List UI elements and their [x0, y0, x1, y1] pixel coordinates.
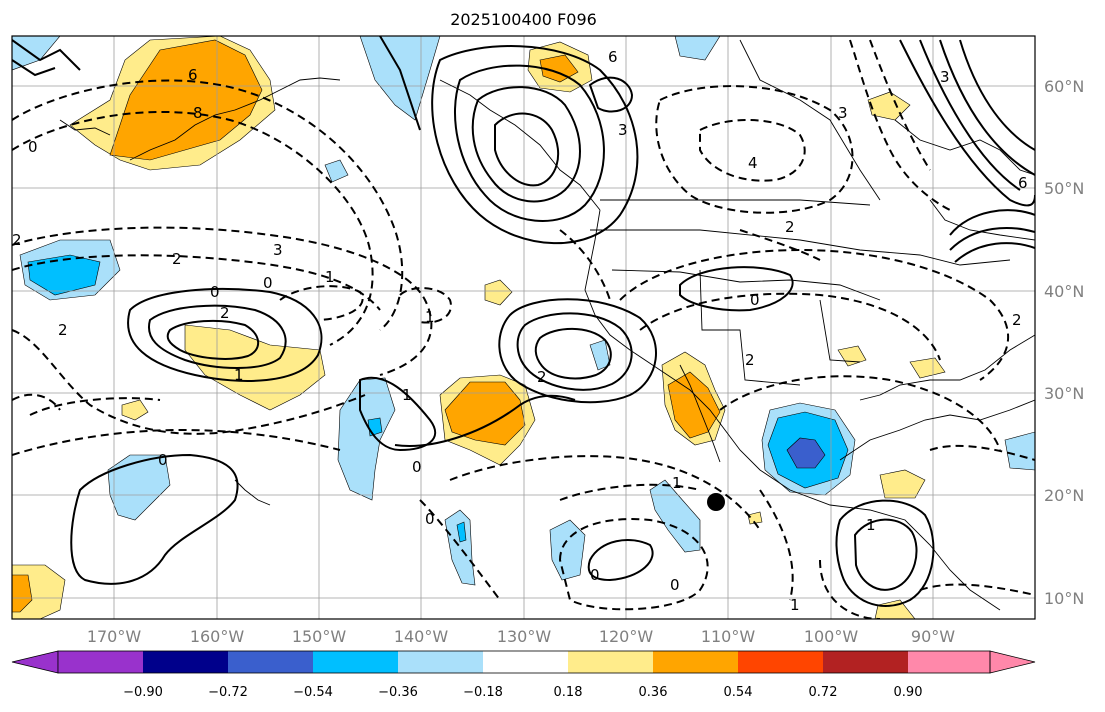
- colorbar-segment: [313, 651, 398, 673]
- contour-label: 3: [838, 104, 848, 122]
- lon-label: 100°W: [804, 627, 859, 646]
- coastlines: [59, 39, 1035, 611]
- contour-label: 8: [193, 104, 203, 122]
- field-subtropical-negative: [337, 377, 396, 501]
- colorbar-tick: 0.72: [809, 685, 838, 700]
- colorbar-segment: [143, 651, 228, 673]
- lat-label: 40°N: [1044, 282, 1084, 301]
- lon-label: 120°W: [599, 627, 654, 646]
- field-mexico-negative-core: [786, 437, 826, 469]
- colorbar-segment: [568, 651, 653, 673]
- lon-label: 150°W: [292, 627, 347, 646]
- map-title: 2025100400 F096: [450, 10, 597, 29]
- colorbar-segment: [908, 651, 990, 673]
- contour-label: 1: [325, 268, 335, 286]
- contour-label: 0: [28, 138, 38, 156]
- lon-label: 160°W: [190, 627, 245, 646]
- graticule: [12, 36, 1035, 619]
- contour-label: 6: [608, 48, 618, 66]
- lat-label: 10°N: [1044, 589, 1084, 608]
- colorbar-tick: −0.18: [463, 685, 503, 700]
- lat-label: 20°N: [1044, 486, 1084, 505]
- colorbar-tick: 0.36: [639, 685, 668, 700]
- longitude-labels: 170°W 160°W 150°W 140°W 130°W 120°W 110°…: [87, 627, 955, 646]
- contour-label: 3: [940, 68, 950, 86]
- contour-label: 0: [210, 283, 220, 301]
- contour-labels: 6 6 8 3 3 0 0 0 0 0 0 0 0 0 1 1 1 1 1 1 …: [12, 48, 1028, 614]
- map-frame: [11, 35, 1036, 620]
- contours-negative: [12, 39, 1035, 619]
- colorbar-tick: 0.54: [724, 685, 753, 700]
- contour-label: 2: [1012, 311, 1022, 329]
- contour-label: 0: [412, 458, 422, 476]
- lat-label: 30°N: [1044, 384, 1084, 403]
- colorbar-tick: 0.90: [894, 685, 923, 700]
- colorbar-segment: [483, 651, 568, 673]
- contour-label: 3: [273, 241, 283, 259]
- contour-label: 6: [1018, 174, 1028, 192]
- colorbar-segment: [653, 651, 738, 673]
- lon-label: 110°W: [701, 627, 756, 646]
- colorbar-tick: −0.90: [123, 685, 163, 700]
- field-bering-positive-core: [109, 39, 263, 161]
- colorbar-segment: [823, 651, 908, 673]
- contour-label: 0: [425, 510, 435, 528]
- colorbar-segment: [398, 651, 483, 673]
- colorbar-extend-low: [11, 650, 59, 674]
- colorbar-segment: [228, 651, 313, 673]
- shaded-fields: [12, 36, 1035, 619]
- lat-label: 50°N: [1044, 179, 1084, 198]
- contour-label: 0: [750, 291, 760, 309]
- colorbar-tick: 0.18: [554, 685, 583, 700]
- lon-label: 130°W: [497, 627, 552, 646]
- contour-label: 2: [537, 368, 547, 386]
- colorbar-extend-high: [989, 650, 1036, 674]
- contour-label: 2: [12, 231, 22, 249]
- lon-label: 90°W: [911, 627, 955, 646]
- colorbar-segment: [58, 651, 143, 673]
- lat-label: 60°N: [1044, 77, 1084, 96]
- colorbar: −0.90 −0.72 −0.54 −0.36 −0.18 0.18 0.36 …: [11, 650, 1036, 700]
- contour-label: 3: [618, 121, 628, 139]
- contour-label: 4: [748, 154, 758, 172]
- lon-label: 170°W: [87, 627, 142, 646]
- contour-label: 0: [590, 566, 600, 584]
- colorbar-tick: −0.72: [208, 685, 248, 700]
- contour-label: 0: [263, 274, 273, 292]
- lon-label: 140°W: [394, 627, 449, 646]
- contours-positive: [12, 36, 1035, 607]
- contour-label: 1: [234, 366, 244, 384]
- contour-label: 2: [220, 304, 230, 322]
- contour-label: 2: [785, 218, 795, 236]
- field-gulf-alaska-negative: [359, 36, 441, 121]
- latitude-labels: 60°N 50°N 40°N 30°N 20°N 10°N: [1044, 77, 1084, 608]
- location-marker: [707, 493, 725, 511]
- contour-label: 0: [670, 576, 680, 594]
- contour-label: 1: [402, 386, 412, 404]
- colorbar-segment: [738, 651, 823, 673]
- contour-label: 1: [672, 474, 682, 492]
- contour-label: 2: [172, 250, 182, 268]
- contour-label: 6: [188, 66, 198, 84]
- colorbar-tick: −0.54: [293, 685, 333, 700]
- contour-label: 1: [866, 516, 876, 534]
- contour-label: 0: [158, 451, 168, 469]
- contour-label: 1: [425, 308, 435, 326]
- contour-label: 2: [58, 321, 68, 339]
- contour-label: 1: [790, 596, 800, 614]
- contour-label: 2: [745, 351, 755, 369]
- colorbar-tick: −0.36: [378, 685, 418, 700]
